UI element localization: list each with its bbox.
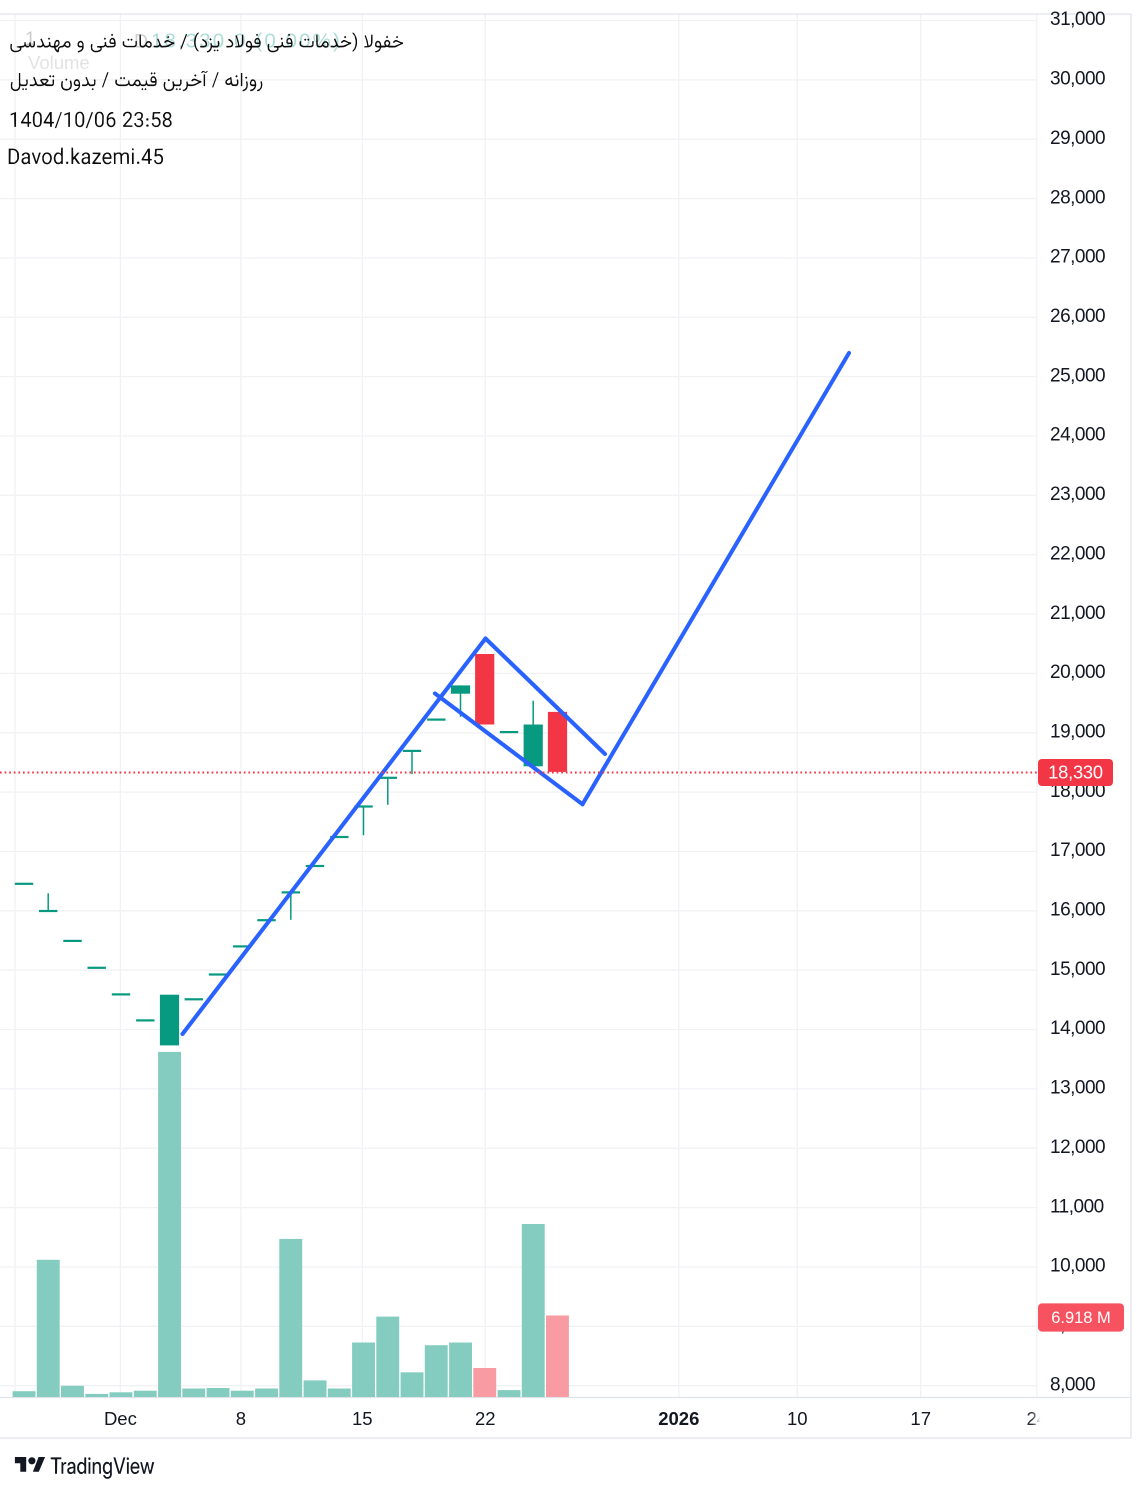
svg-text:23,000: 23,000 <box>1050 484 1105 505</box>
svg-text:11,000: 11,000 <box>1050 1196 1104 1217</box>
svg-text:1: 1 <box>25 29 36 50</box>
svg-text:18,330 0 (0.00%): 18,330 0 (0.00%) <box>151 30 342 53</box>
svg-text:6.918 M: 6.918 M <box>1051 1309 1111 1327</box>
svg-text:25,000: 25,000 <box>1050 365 1105 386</box>
svg-text:28,000: 28,000 <box>1050 187 1105 208</box>
svg-text:8,000: 8,000 <box>1050 1374 1095 1395</box>
svg-text:2026: 2026 <box>658 1408 699 1429</box>
svg-text:Volume: Volume <box>28 52 90 73</box>
svg-text:24: 24 <box>1027 1408 1048 1429</box>
svg-text:17: 17 <box>910 1408 931 1429</box>
svg-text:30,000: 30,000 <box>1050 69 1105 90</box>
svg-text:15,000: 15,000 <box>1050 959 1105 980</box>
svg-text:13,000: 13,000 <box>1050 1078 1105 1099</box>
svg-text:14,000: 14,000 <box>1050 1018 1105 1039</box>
svg-text:22: 22 <box>475 1408 496 1429</box>
svg-text:29,000: 29,000 <box>1050 128 1105 149</box>
svg-text:10,000: 10,000 <box>1050 1256 1105 1277</box>
svg-text:16,000: 16,000 <box>1050 900 1105 921</box>
svg-text:27,000: 27,000 <box>1050 247 1105 268</box>
svg-text:17,000: 17,000 <box>1050 840 1105 861</box>
svg-text:22,000: 22,000 <box>1050 543 1105 564</box>
svg-text:21,000: 21,000 <box>1050 603 1105 624</box>
svg-text:10: 10 <box>787 1408 808 1429</box>
svg-text:26,000: 26,000 <box>1050 306 1105 327</box>
svg-text:15: 15 <box>352 1408 373 1429</box>
svg-text:31,000: 31,000 <box>1050 9 1105 30</box>
svg-text:18,000: 18,000 <box>1050 781 1105 802</box>
svg-text:12,000: 12,000 <box>1050 1137 1105 1158</box>
svg-text:8: 8 <box>236 1408 246 1429</box>
svg-text:24,000: 24,000 <box>1050 425 1105 446</box>
svg-text:20,000: 20,000 <box>1050 662 1105 683</box>
svg-text:Dec: Dec <box>104 1408 137 1429</box>
svg-text:19,000: 19,000 <box>1050 722 1105 743</box>
svg-text:18,330: 18,330 <box>1048 761 1103 782</box>
